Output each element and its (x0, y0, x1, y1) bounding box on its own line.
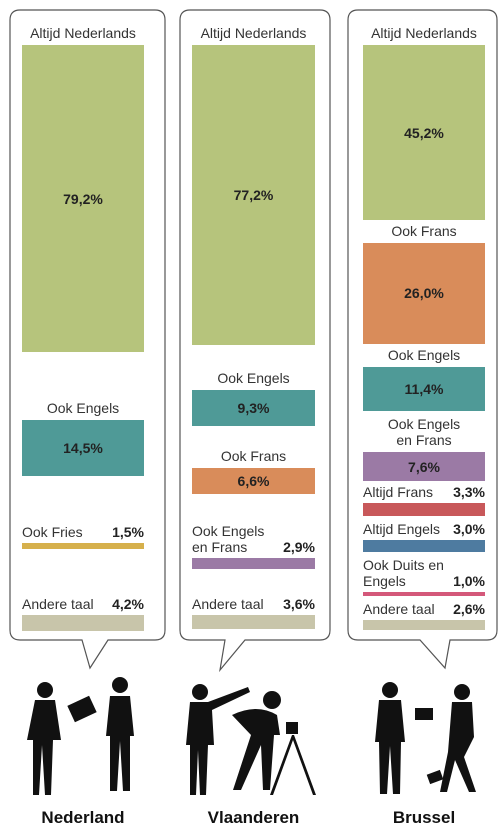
bar (363, 592, 485, 596)
segment-row: Ook Engels en Frans 2,9% (192, 523, 315, 555)
value-label: 2,6% (453, 601, 485, 617)
segment-label: Ook Fries (22, 524, 83, 540)
panel-title: Nederland (7, 808, 159, 828)
value-label: 3,0% (453, 521, 485, 537)
value-label: 3,3% (453, 484, 485, 500)
segment-label: Andere taal (22, 596, 94, 612)
bar (363, 503, 485, 516)
segment-label: Ook Engels (357, 347, 491, 363)
segment-label: Altijd Engels (363, 521, 440, 537)
segment-label: Ook Engels en Frans (379, 416, 469, 448)
infographic: Nederland Altijd Nederlands 79,2% Ook Engel… (0, 0, 499, 830)
segment-label: Ook Frans (186, 448, 321, 464)
bar (22, 543, 144, 549)
silhouettes (27, 677, 476, 795)
panel-title: Brussel (348, 808, 499, 828)
value-label: 79,2% (22, 191, 144, 207)
value-label: 7,6% (363, 459, 485, 475)
segment-label: Ook Duits en Engels (363, 557, 445, 589)
segment-label: Altijd Nederlands (16, 25, 150, 41)
value-label: 45,2% (363, 125, 485, 141)
segment-row: Andere taal 4,2% (22, 596, 144, 612)
segment-row: Ook Duits en Engels 1,0% (363, 557, 485, 589)
segment-label: Altijd Nederlands (357, 25, 491, 41)
value-label: 1,5% (112, 524, 144, 540)
value-label: 26,0% (363, 285, 485, 301)
segment-label: Altijd Frans (363, 484, 433, 500)
bar (192, 615, 315, 629)
value-label: 4,2% (112, 596, 144, 612)
value-label: 2,9% (283, 539, 315, 555)
bar (22, 615, 144, 631)
value-label: 14,5% (22, 440, 144, 456)
value-label: 77,2% (192, 187, 315, 203)
segment-row: Andere taal 2,6% (363, 601, 485, 617)
segment-label: Ook Engels (186, 370, 321, 386)
segment-label: Andere taal (192, 596, 264, 612)
value-label: 11,4% (363, 381, 485, 397)
bar (363, 620, 485, 630)
value-label: 6,6% (192, 473, 315, 489)
panel-title: Vlaanderen (177, 808, 330, 828)
segment-label: Ook Engels (16, 400, 150, 416)
value-label: 1,0% (453, 573, 485, 589)
segment-row: Altijd Engels 3,0% (363, 521, 485, 537)
segment-label: Andere taal (363, 601, 435, 617)
segment-row: Altijd Frans 3,3% (363, 484, 485, 500)
segment-row: Andere taal 3,6% (192, 596, 315, 612)
value-label: 9,3% (192, 400, 315, 416)
value-label: 3,6% (283, 596, 315, 612)
segment-label: Altijd Nederlands (186, 25, 321, 41)
segment-row: Ook Fries 1,5% (22, 524, 144, 540)
bar (363, 540, 485, 552)
bar (192, 558, 315, 569)
segment-label: Ook Engels en Frans (192, 523, 278, 555)
segment-label: Ook Frans (357, 223, 491, 239)
